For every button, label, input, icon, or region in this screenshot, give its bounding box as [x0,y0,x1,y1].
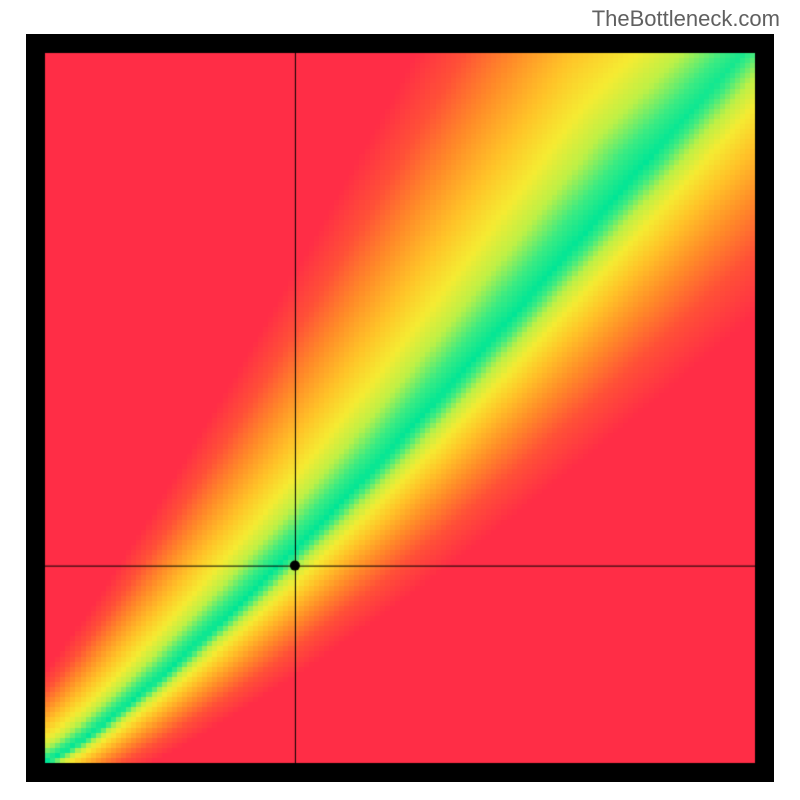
chart-container: TheBottleneck.com [0,0,800,800]
heatmap-canvas [26,34,774,782]
watermark-text: TheBottleneck.com [592,6,780,32]
plot-area [26,34,774,782]
